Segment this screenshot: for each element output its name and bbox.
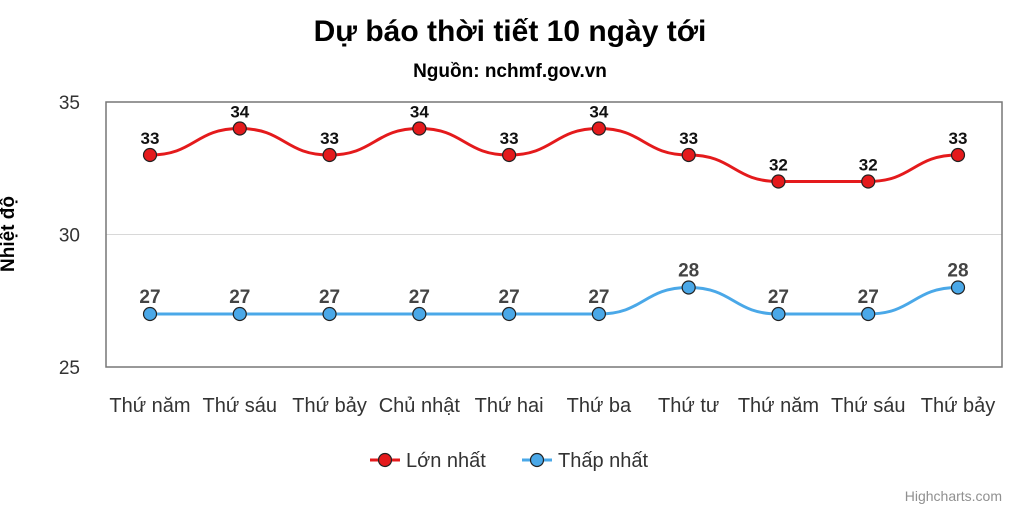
data-point[interactable] (232, 306, 247, 322)
legend-label: Lớn nhất (406, 450, 486, 472)
x-tick-label: Thứ sáu (831, 395, 906, 417)
y-axis-ticks: 25 30 35 (59, 93, 80, 379)
series-min: 27 27 27 27 27 27 28 27 27 28 (138, 259, 970, 322)
data-label: 27 (858, 287, 879, 308)
data-label: 32 (859, 156, 878, 175)
data-label: 33 (320, 129, 339, 148)
data-point[interactable] (142, 147, 158, 163)
y-tick-label: 25 (59, 358, 80, 379)
x-tick-label: Thứ sáu (203, 395, 278, 417)
legend: Lớn nhất Thấp nhất (370, 450, 649, 472)
x-tick-label: Thứ năm (738, 395, 819, 417)
chart-title: Dự báo thời tiết 10 ngày tới (314, 15, 707, 48)
y-tick-label: 35 (59, 93, 80, 114)
x-tick-label: Thứ hai (475, 395, 544, 417)
data-point[interactable] (950, 280, 966, 295)
data-point[interactable] (861, 174, 876, 189)
legend-marker (529, 452, 545, 468)
data-point[interactable] (771, 306, 786, 322)
data-label: 28 (678, 261, 699, 282)
data-point[interactable] (232, 121, 247, 136)
x-axis-ticks: Thứ năm Thứ sáu Thứ bảy Chủ nhật Thứ hai Thứ … (109, 395, 995, 417)
data-label: 32 (769, 156, 788, 175)
data-point[interactable] (412, 306, 427, 322)
data-label: 27 (588, 287, 609, 308)
chart-subtitle: Nguồn: nchmf.gov.vn (413, 61, 607, 82)
series-line (149, 126, 959, 184)
data-label: 33 (679, 129, 698, 148)
series-line (150, 285, 959, 316)
data-point[interactable] (591, 306, 606, 322)
data-point[interactable] (591, 121, 606, 136)
data-label: 27 (768, 287, 789, 308)
data-label: 33 (500, 129, 519, 148)
data-label: 34 (589, 103, 608, 122)
data-point[interactable] (412, 121, 427, 136)
data-point[interactable] (502, 306, 517, 322)
x-tick-label: Thứ ba (567, 395, 632, 417)
legend-item-min[interactable]: Thấp nhất (522, 450, 649, 472)
y-axis-title: Nhiệt độ (0, 196, 19, 272)
legend-item-max[interactable]: Lớn nhất (370, 450, 486, 472)
series-max: 33 34 33 34 33 34 33 32 32 33 (139, 101, 969, 189)
data-label: 28 (947, 261, 968, 282)
data-point[interactable] (681, 147, 696, 163)
data-point[interactable] (861, 306, 876, 322)
data-label: 27 (229, 287, 250, 308)
data-label: 34 (410, 103, 429, 122)
x-tick-label: Chủ nhật (379, 395, 461, 417)
data-point[interactable] (322, 147, 337, 163)
data-label: 34 (230, 103, 249, 122)
data-point[interactable] (771, 174, 786, 189)
legend-marker (377, 452, 393, 468)
data-point[interactable] (950, 147, 966, 163)
data-point[interactable] (681, 280, 696, 295)
x-tick-label: Thứ năm (109, 395, 190, 417)
y-tick-label: 30 (59, 226, 80, 247)
x-tick-label: Thứ bảy (292, 395, 367, 417)
data-label: 27 (319, 287, 340, 308)
data-point[interactable] (142, 306, 158, 322)
x-tick-label: Thứ tư (658, 395, 719, 417)
data-label: 27 (409, 287, 430, 308)
x-tick-label: Thứ bảy (921, 395, 996, 417)
data-point[interactable] (322, 306, 337, 322)
data-label: 33 (949, 129, 968, 148)
data-label: 33 (141, 129, 160, 148)
plot-area-border (105, 101, 1003, 368)
data-label: 27 (139, 287, 160, 308)
data-label: 27 (499, 287, 520, 308)
legend-label: Thấp nhất (558, 450, 649, 472)
credits[interactable]: Highcharts.com (905, 488, 1002, 504)
data-point[interactable] (502, 147, 517, 163)
series-group: 33 34 33 34 33 34 33 32 32 33 27 27 27 27 27 27 28 27 27 28 (138, 101, 970, 322)
